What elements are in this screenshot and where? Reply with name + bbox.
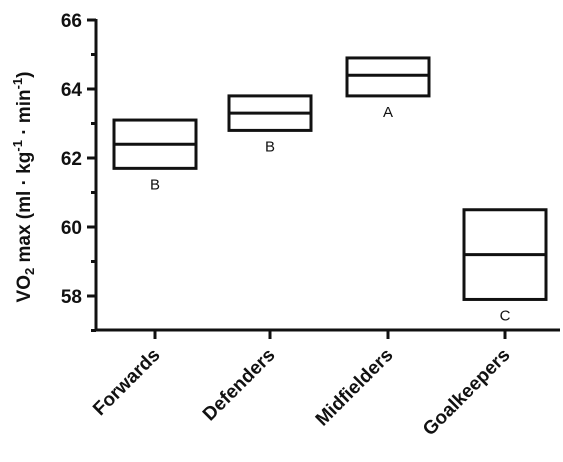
ylabel-sub: 2 xyxy=(22,268,37,275)
group-letter-midfielders: A xyxy=(383,104,393,121)
x-tick-label-forwards: Forwards xyxy=(89,345,164,420)
axes xyxy=(94,19,560,332)
ylabel-close: ) xyxy=(14,72,35,78)
ylabel-sup1: -1 xyxy=(10,140,25,152)
group-letter-goalkeepers: C xyxy=(500,307,511,324)
x-tick-label-goalkeepers: Goalkeepers xyxy=(419,345,515,441)
group-letter-forwards: B xyxy=(150,176,160,193)
group-letters: B B A C xyxy=(150,104,511,325)
y-axis-label: VO2 max (ml · kg-1 · min-1) xyxy=(10,72,37,303)
x-tick-label-midfielders: Midfielders xyxy=(312,345,398,431)
box-midfielders xyxy=(345,56,431,98)
group-letter-defenders: B xyxy=(265,138,275,155)
y-ticks: 58 60 62 64 66 xyxy=(61,11,96,332)
y-tick-label: 60 xyxy=(61,218,82,239)
category-labels: Forwards Defenders Midfielders Goalkeepers xyxy=(89,345,514,441)
y-tick-label: 62 xyxy=(61,149,82,170)
x-tick-label-defenders: Defenders xyxy=(199,345,280,426)
ylabel-mid: · min xyxy=(14,89,35,140)
y-tick-label: 66 xyxy=(61,11,82,32)
boxes xyxy=(112,56,548,301)
y-tick-label: 58 xyxy=(61,287,82,308)
ylabel-rest: max (ml · kg xyxy=(14,152,35,268)
ylabel-sup2: -1 xyxy=(10,78,25,90)
y-tick-label: 64 xyxy=(61,80,83,101)
ylabel-main: VO xyxy=(14,275,35,302)
x-ticks xyxy=(153,330,507,339)
